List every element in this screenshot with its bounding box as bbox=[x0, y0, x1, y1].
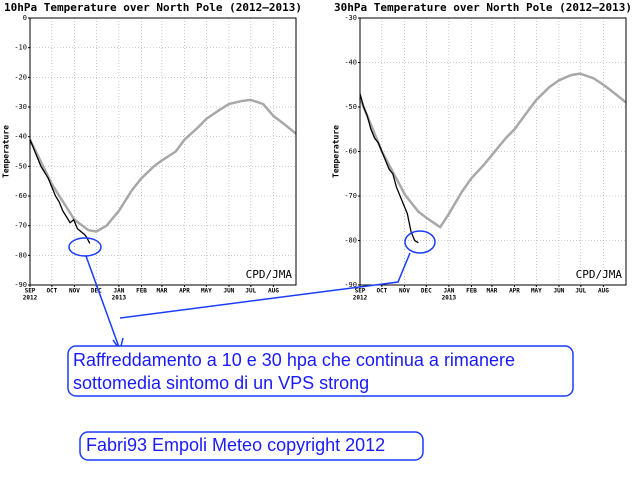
x-tick-label: AUG bbox=[268, 288, 279, 295]
y-tick-label: -50 bbox=[344, 103, 357, 111]
chart-title: 30hPa Temperature over North Pole (2012–… bbox=[334, 1, 632, 14]
x-tick-label: NOV bbox=[399, 288, 410, 295]
x-tick-label: APR bbox=[179, 288, 190, 295]
y-axis-label: Temperature bbox=[332, 125, 341, 178]
y-tick-label: -10 bbox=[14, 44, 27, 52]
y-tick-label: -60 bbox=[14, 192, 27, 200]
source-label: CPD/JMA bbox=[576, 268, 623, 281]
y-tick-label: -80 bbox=[344, 237, 357, 245]
x-year-label: 2012 bbox=[353, 295, 368, 302]
x-tick-label: JUN bbox=[224, 288, 235, 295]
credit-text: Fabri93 Empoli Meteo copyright 2012 bbox=[86, 435, 385, 455]
credit-box bbox=[79, 431, 424, 461]
x-tick-label: JAN bbox=[113, 288, 124, 295]
x-tick-label: JAN bbox=[443, 288, 454, 295]
x-tick-label: DEC bbox=[91, 288, 102, 295]
y-axis-label: Temperature bbox=[2, 125, 11, 178]
x-tick-label: MAY bbox=[201, 288, 212, 295]
x-tick-label: NOV bbox=[69, 288, 80, 295]
source-label: CPD/JMA bbox=[246, 268, 293, 281]
x-year-label: 2013 bbox=[442, 295, 457, 302]
arrow-line bbox=[119, 252, 411, 319]
highlight-ellipse bbox=[404, 230, 436, 254]
data-line bbox=[29, 139, 91, 244]
y-tick-label: -30 bbox=[344, 14, 357, 22]
x-year-label: 2013 bbox=[112, 295, 127, 302]
y-tick-label: -40 bbox=[14, 133, 27, 141]
x-tick-label: FEB bbox=[466, 288, 477, 295]
x-tick-label: AUG bbox=[598, 288, 609, 295]
y-tick-label: -50 bbox=[14, 162, 27, 170]
plot-frame bbox=[29, 17, 297, 286]
y-tick-label: -60 bbox=[344, 148, 357, 156]
y-tick-label: -70 bbox=[344, 192, 357, 200]
arrow-line bbox=[85, 255, 121, 351]
y-tick-label: -40 bbox=[344, 59, 357, 67]
note-text: sottomedia sintomo di un VPS strong bbox=[73, 373, 369, 393]
chart: 10hPa Temperature over North Pole (2012–… bbox=[2, 1, 303, 302]
y-tick-label: 0 bbox=[23, 14, 27, 22]
annotation-marks bbox=[68, 230, 436, 352]
x-tick-label: MAR bbox=[156, 288, 167, 295]
data-line bbox=[28, 98, 297, 233]
y-tick-label: -20 bbox=[14, 73, 27, 81]
x-tick-label: JUL bbox=[575, 288, 586, 295]
x-tick-label: FEB bbox=[136, 288, 147, 295]
note-text: Raffreddamento a 10 e 30 hpa che continu… bbox=[73, 350, 515, 370]
x-tick-label: OCT bbox=[46, 288, 57, 295]
y-tick-label: -90 bbox=[14, 281, 27, 289]
x-tick-label: SEP bbox=[355, 288, 366, 295]
note-box bbox=[67, 345, 574, 397]
x-tick-label: SEP bbox=[25, 288, 36, 295]
y-tick-label: -90 bbox=[344, 281, 357, 289]
x-tick-label: MAR bbox=[486, 288, 497, 295]
y-tick-label: -70 bbox=[14, 222, 27, 230]
x-tick-label: JUL bbox=[245, 288, 256, 295]
data-line bbox=[359, 93, 419, 244]
y-tick-label: -80 bbox=[14, 251, 27, 259]
x-tick-label: MAY bbox=[531, 288, 542, 295]
x-year-label: 2012 bbox=[23, 295, 38, 302]
plot-frame bbox=[359, 17, 627, 286]
x-tick-label: OCT bbox=[376, 288, 387, 295]
chart: 30hPa Temperature over North Pole (2012–… bbox=[332, 1, 633, 302]
x-tick-label: APR bbox=[509, 288, 520, 295]
y-tick-label: -30 bbox=[14, 103, 27, 111]
x-tick-label: DEC bbox=[421, 288, 432, 295]
highlight-ellipse bbox=[68, 237, 102, 257]
data-line bbox=[358, 72, 627, 229]
x-tick-label: JUN bbox=[554, 288, 565, 295]
chart-title: 10hPa Temperature over North Pole (2012–… bbox=[4, 1, 302, 14]
